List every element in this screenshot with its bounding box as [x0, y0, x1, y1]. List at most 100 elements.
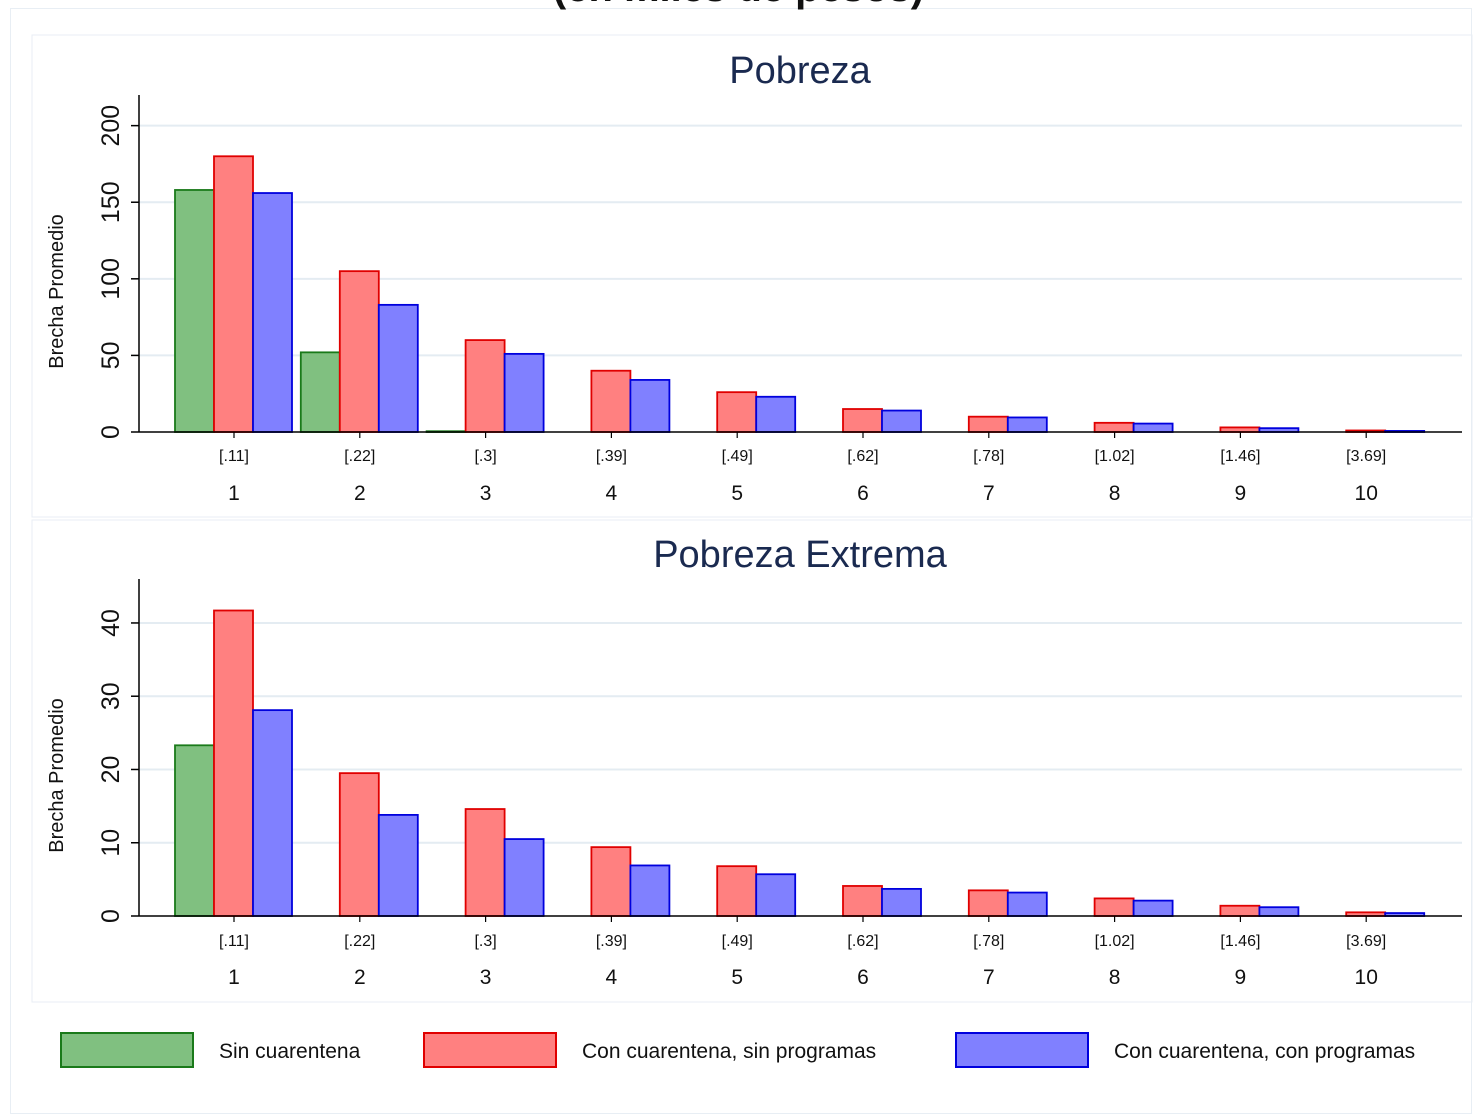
legend-label: Con cuarentena, con programas: [1114, 1040, 1416, 1063]
bar-con-cuarentena-sin-programas-3: [464, 339, 506, 433]
x-sublabel: [.49]: [722, 448, 753, 465]
bar-con-cuarentena-sin-programas-2: [338, 270, 380, 433]
x-tick-label: 9: [1235, 482, 1247, 505]
x-tick-label: 5: [731, 482, 743, 505]
legend-label: Con cuarentena, sin programas: [582, 1040, 877, 1063]
bar-con-cuarentena-con-programas-7: [1006, 416, 1048, 433]
page-title: (en miles de pesos): [0, 0, 1477, 11]
legend-swatch-con-cuarentena-con-programas: [955, 1032, 1089, 1068]
bar-con-cuarentena-con-programas-1: [252, 709, 293, 917]
x-tick-label: 9: [1235, 966, 1247, 989]
bar-con-cuarentena-con-programas-4: [629, 379, 671, 433]
bar-con-cuarentena-con-programas-2: [377, 303, 419, 433]
bar-con-cuarentena-con-programas-9: [1258, 906, 1300, 917]
bar-con-cuarentena-sin-programas-5: [716, 391, 758, 433]
x-sublabel: [.11]: [219, 448, 249, 465]
y-tick-label: 20: [97, 756, 125, 784]
bar-con-cuarentena-sin-programas-4: [590, 369, 632, 433]
x-sublabel: [1.02]: [1095, 933, 1135, 950]
legend: Sin cuarentena Con cuarentena, sin progr…: [0, 1032, 1477, 1072]
y-tick-label: 0: [97, 909, 125, 923]
bar-con-cuarentena-con-programas-5: [755, 873, 797, 917]
bar-con-cuarentena-sin-programas-5: [716, 865, 758, 917]
x-sublabel: [.22]: [344, 448, 375, 465]
x-sublabel: [.11]: [219, 933, 249, 950]
x-sublabel: [.39]: [596, 448, 627, 465]
y-tick-label: 100: [97, 258, 125, 300]
y-tick-label: 0: [97, 425, 125, 439]
legend-label: Sin cuarentena: [219, 1040, 361, 1063]
x-sublabel: [3.69]: [1346, 448, 1386, 465]
panel-frame: [31, 34, 1473, 518]
x-sublabel: [.49]: [722, 933, 753, 950]
y-tick-label: 50: [97, 342, 125, 370]
bar-con-cuarentena-con-programas-5: [755, 395, 797, 433]
bar-con-cuarentena-con-programas-2: [377, 814, 419, 917]
bar-con-cuarentena-sin-programas-6: [842, 885, 883, 917]
x-tick-label: 4: [606, 482, 618, 505]
x-tick-label: 7: [983, 482, 995, 505]
x-tick-label: 7: [983, 966, 995, 989]
x-tick-label: 1: [228, 482, 240, 505]
chart-panel-1: Pobreza 0 50 100 150 200 Brecha Promedio [.11] 1…: [31, 34, 1473, 518]
y-tick-label: 150: [97, 181, 125, 223]
x-sublabel: [.62]: [847, 933, 878, 950]
panel-frame: [31, 519, 1473, 1003]
bar-con-cuarentena-con-programas-8: [1132, 422, 1174, 433]
bar-con-cuarentena-sin-programas-6: [842, 408, 883, 433]
bar-con-cuarentena-sin-programas-7: [967, 889, 1009, 917]
bar-con-cuarentena-sin-programas-4: [590, 846, 632, 917]
x-sublabel: [.62]: [847, 448, 878, 465]
bar-con-cuarentena-con-programas-1: [252, 192, 293, 433]
bar-con-cuarentena-sin-programas-9: [1219, 904, 1261, 917]
x-tick-label: 6: [857, 482, 869, 505]
y-tick-label: 10: [97, 829, 125, 857]
x-tick-label: 10: [1355, 482, 1378, 505]
legend-swatch-con-cuarentena-sin-programas: [423, 1032, 557, 1068]
bar-con-cuarentena-sin-programas-3: [464, 808, 506, 917]
bar-con-cuarentena-con-programas-4: [629, 864, 671, 917]
x-sublabel: [.78]: [973, 448, 1004, 465]
x-tick-label: 3: [480, 966, 492, 989]
x-tick-label: 8: [1109, 966, 1121, 989]
x-tick-label: 2: [354, 966, 366, 989]
bar-con-cuarentena-sin-programas-8: [1093, 897, 1135, 917]
panel-title: Pobreza: [729, 50, 871, 92]
x-sublabel: [.3]: [474, 933, 496, 950]
bar-con-cuarentena-con-programas-8: [1132, 899, 1174, 917]
x-sublabel: [1.02]: [1095, 448, 1135, 465]
x-sublabel: [1.46]: [1220, 933, 1260, 950]
x-sublabel: [3.69]: [1346, 933, 1386, 950]
bar-con-cuarentena-sin-programas-1: [213, 155, 254, 433]
chart-panel-2: Pobreza Extrema 0 10 20 30 40 Brecha Promedio […: [31, 519, 1473, 1003]
bar-con-cuarentena-con-programas-6: [881, 887, 922, 917]
bar-con-cuarentena-sin-programas-2: [338, 772, 380, 917]
bar-sin-cuarentena-1: [174, 744, 215, 917]
bar-sin-cuarentena-1: [174, 189, 215, 433]
x-sublabel: [1.46]: [1220, 448, 1260, 465]
bar-con-cuarentena-sin-programas-8: [1093, 421, 1135, 433]
y-axis-label: Brecha Promedio: [46, 214, 68, 369]
y-tick-label: 200: [97, 105, 125, 147]
x-tick-label: 4: [606, 966, 618, 989]
legend-swatch-sin-cuarentena: [60, 1032, 194, 1068]
x-tick-label: 2: [354, 482, 366, 505]
bar-con-cuarentena-sin-programas-7: [967, 415, 1009, 433]
x-sublabel: [.39]: [596, 933, 627, 950]
x-tick-label: 5: [731, 966, 743, 989]
x-sublabel: [.22]: [344, 933, 375, 950]
x-tick-label: 1: [228, 966, 240, 989]
panel-title: Pobreza Extrema: [653, 534, 947, 576]
x-tick-label: 10: [1355, 966, 1378, 989]
bar-con-cuarentena-con-programas-6: [881, 409, 922, 433]
y-tick-label: 30: [97, 682, 125, 710]
bar-con-cuarentena-sin-programas-1: [213, 609, 254, 917]
y-tick-label: 40: [97, 609, 125, 637]
x-tick-label: 6: [857, 966, 869, 989]
x-sublabel: [.3]: [474, 448, 496, 465]
x-sublabel: [.78]: [973, 933, 1004, 950]
bar-con-cuarentena-con-programas-3: [503, 838, 545, 917]
y-axis-label: Brecha Promedio: [46, 698, 68, 853]
x-tick-label: 8: [1109, 482, 1121, 505]
